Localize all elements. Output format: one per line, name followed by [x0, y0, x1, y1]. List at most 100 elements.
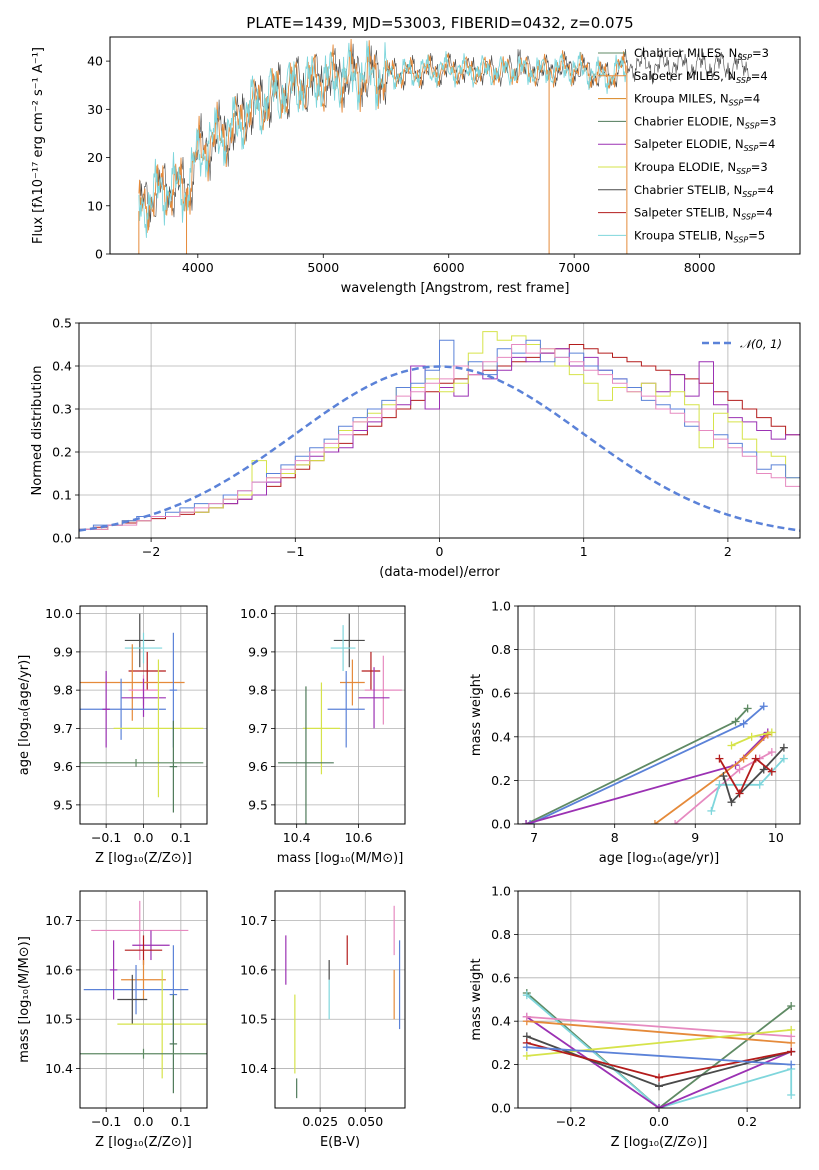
errorbar-point — [124, 632, 163, 664]
series-marker — [731, 717, 740, 726]
series-marker — [747, 732, 756, 741]
errorbars — [278, 613, 402, 824]
y-tick-label: 0.1 — [52, 488, 72, 503]
y-tick-label: 0.0 — [52, 531, 72, 546]
errorbar-point — [80, 678, 166, 740]
series-marker — [719, 772, 728, 781]
x-axis-label: wavelength [Angstrom, rest frame] — [341, 281, 570, 296]
series-marker — [759, 765, 768, 774]
series-marker — [522, 1051, 531, 1060]
x-tick-label: −1 — [286, 544, 304, 559]
series-marker — [727, 798, 736, 807]
y-axis-label: age [log₁₀(age/yr)] — [17, 655, 32, 776]
series-marker — [650, 820, 659, 824]
histogram-kroupa_elodie — [79, 331, 800, 530]
chart-title: PLATE=1439, MJD=53003, FIBERID=0432, z=0… — [246, 14, 633, 32]
y-tick-label: 9.5 — [248, 797, 268, 812]
spectrum-lines — [138, 38, 751, 254]
mass-vs-metallicity-panel: −0.1 0.0 0.1 10.4 10.5 10.6 10.7 Z [log₁₀(Z/Z⊙)… — [17, 890, 208, 1150]
errorbar-point — [80, 1048, 207, 1059]
errorbar-point — [113, 659, 204, 798]
y-tick-label: 9.8 — [248, 683, 268, 698]
series-line-chabrier_stelib — [722, 747, 785, 804]
y-tick-label: 9.6 — [248, 759, 268, 774]
errorbars — [285, 905, 401, 1099]
histogram-pink — [79, 344, 800, 530]
series-line-pink — [526, 1016, 792, 1038]
x-tick-label: 5000 — [307, 260, 339, 275]
y-tick-label: 10 — [87, 198, 103, 213]
series-marker — [787, 1047, 796, 1056]
x-tick-label: 8 — [611, 830, 619, 845]
y-axis-label: Normed distribution — [30, 366, 45, 496]
errorbar-point — [278, 686, 334, 824]
errorbar-point — [358, 667, 390, 729]
histogram-lines — [79, 331, 800, 532]
x-tick-label: −0.1 — [91, 830, 121, 845]
x-tick-label: 0.0 — [134, 1114, 154, 1129]
series-marker — [759, 702, 768, 711]
plot-frame — [79, 890, 208, 1109]
series-marker — [767, 728, 776, 737]
y-tick-label: 0.4 — [491, 1014, 511, 1029]
series-marker — [787, 1002, 796, 1011]
y-tick-label: 0.4 — [52, 359, 72, 374]
series-marker — [727, 741, 736, 750]
series-marker — [743, 704, 752, 713]
residuals-panel: −2 −1 0 1 2 0.0 0.1 0.2 0.3 0.4 0.5 (data-model)/er… — [30, 316, 801, 580]
y-tick-label: 0.2 — [491, 773, 511, 788]
x-tick-label: 9 — [691, 830, 699, 845]
y-tick-label: 40 — [87, 54, 103, 69]
series-marker — [787, 1060, 796, 1069]
y-tick-label: 0.2 — [52, 445, 72, 460]
legend-entry: Kroupa MILES, NSSP=4 — [634, 92, 760, 108]
series-marker — [522, 1012, 531, 1021]
errorbar-point — [80, 758, 204, 767]
y-tick-label: 0.3 — [52, 402, 72, 417]
series-marker — [735, 765, 744, 774]
x-tick-label: 10 — [768, 830, 784, 845]
x-tick-label: 0.1 — [171, 830, 191, 845]
series-marker — [779, 754, 788, 763]
x-axis-label: (data-model)/error — [379, 565, 500, 580]
series-marker — [715, 780, 724, 789]
mass-vs-ebv-panel: 0.025 0.050 10.4 10.5 10.6 10.7 E(B-V) — [240, 890, 406, 1150]
errorbar-point — [121, 960, 166, 1000]
legend-entry: Salpeter ELODIE, NSSP=4 — [634, 137, 775, 153]
y-tick-label: 1.0 — [491, 884, 511, 899]
series-line-salpeter_elodie — [526, 1016, 792, 1108]
errorbar-point — [330, 625, 356, 672]
legend-entry: Chabrier ELODIE, NSSP=3 — [634, 114, 776, 130]
series-marker — [522, 991, 531, 1000]
series-line-pink — [674, 751, 773, 824]
series-marker — [735, 789, 744, 798]
x-axis-label: age [log₁₀(age/yr)] — [599, 851, 720, 866]
series-marker — [755, 780, 764, 789]
series-marker — [715, 754, 724, 763]
x-axis-label: Z [log₁₀(Z/Z⊙)] — [95, 1135, 192, 1150]
histogram-blue — [79, 339, 800, 530]
errorbar-point — [102, 671, 110, 748]
series-marker — [739, 719, 748, 728]
x-axis-label: Z [log₁₀(Z/Z⊙)] — [611, 1135, 708, 1150]
y-tick-label: 9.7 — [248, 721, 268, 736]
y-tick-label: 9.5 — [53, 797, 73, 812]
x-tick-label: 8000 — [684, 260, 716, 275]
plot-frame — [517, 890, 801, 1109]
y-tick-label: 0.6 — [491, 970, 511, 985]
x-axis-label: Z [log₁₀(Z/Z⊙)] — [95, 851, 192, 866]
spectrum-panel: 4000 5000 6000 7000 8000 0 10 20 30 40 wavelength … — [31, 14, 801, 296]
plot-frame — [109, 36, 801, 255]
plot-frame — [517, 605, 801, 825]
legend-entry: Kroupa ELODIE, NSSP=3 — [634, 160, 768, 176]
y-tick-label: 0.0 — [491, 1101, 511, 1116]
x-tick-label: 10.6 — [345, 830, 373, 845]
series-lines — [522, 988, 796, 1108]
errorbar-point — [124, 613, 155, 668]
y-tick-label: 20 — [87, 150, 103, 165]
histogram-salpeter_stelib — [79, 344, 800, 530]
errorbar-point — [80, 644, 185, 721]
series-marker — [779, 743, 788, 752]
errorbar-point — [327, 671, 365, 748]
y-tick-label: 10.5 — [240, 1012, 268, 1027]
